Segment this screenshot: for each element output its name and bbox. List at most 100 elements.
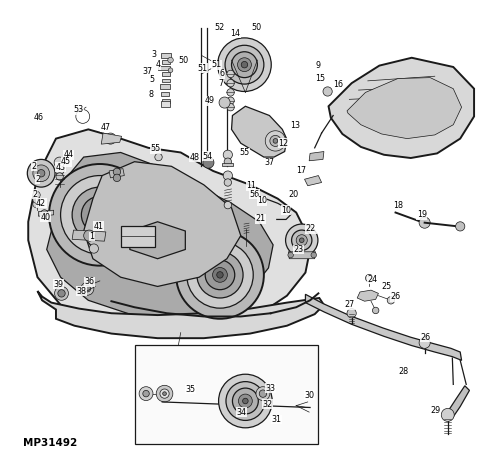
Bar (158, 66, 170, 70)
Circle shape (347, 309, 356, 318)
Text: 7: 7 (219, 79, 224, 88)
Text: 3: 3 (152, 50, 156, 59)
Circle shape (28, 159, 55, 187)
Circle shape (241, 61, 248, 68)
Circle shape (256, 387, 270, 401)
Circle shape (366, 274, 373, 282)
Circle shape (311, 252, 316, 258)
Circle shape (223, 171, 232, 180)
Bar (162, 72, 170, 76)
Circle shape (113, 168, 120, 176)
Circle shape (54, 286, 68, 300)
Circle shape (227, 79, 234, 87)
Circle shape (232, 388, 258, 414)
Bar (162, 60, 170, 64)
Circle shape (58, 290, 65, 297)
Circle shape (238, 394, 252, 408)
Text: 16: 16 (333, 79, 343, 89)
Text: 6: 6 (220, 69, 225, 79)
Polygon shape (309, 152, 324, 161)
Circle shape (105, 133, 116, 144)
Polygon shape (328, 58, 474, 158)
Circle shape (224, 158, 232, 165)
Text: 54: 54 (202, 152, 212, 161)
Circle shape (143, 390, 150, 397)
Text: 9: 9 (316, 61, 321, 70)
Bar (161, 53, 171, 58)
Bar (162, 99, 170, 103)
Text: 32: 32 (262, 400, 272, 409)
Circle shape (292, 230, 312, 250)
Bar (222, 163, 234, 166)
Circle shape (227, 70, 234, 78)
Circle shape (238, 58, 252, 72)
Circle shape (286, 224, 318, 256)
Polygon shape (304, 176, 322, 186)
Bar (160, 84, 170, 89)
Text: 4: 4 (156, 60, 161, 69)
Circle shape (265, 131, 285, 151)
Circle shape (49, 164, 150, 266)
Text: 36: 36 (84, 277, 94, 286)
Text: 46: 46 (34, 113, 43, 122)
Circle shape (387, 297, 394, 304)
Circle shape (176, 231, 264, 319)
Circle shape (227, 97, 234, 104)
Circle shape (259, 390, 266, 397)
Text: 48: 48 (190, 152, 200, 162)
Text: 14: 14 (230, 29, 240, 38)
Circle shape (33, 191, 40, 199)
Circle shape (160, 389, 169, 398)
Text: 42: 42 (36, 199, 46, 208)
Text: 40: 40 (41, 213, 51, 222)
Bar (161, 92, 169, 96)
Circle shape (226, 382, 265, 420)
Circle shape (60, 176, 139, 254)
Circle shape (218, 374, 272, 428)
Text: 17: 17 (296, 166, 306, 176)
Text: 26: 26 (390, 292, 400, 301)
Text: 19: 19 (417, 210, 427, 219)
Text: 10: 10 (257, 196, 267, 206)
Polygon shape (38, 210, 54, 216)
Circle shape (84, 230, 95, 241)
Text: 47: 47 (101, 122, 111, 132)
Polygon shape (84, 162, 241, 286)
Text: 8: 8 (148, 90, 153, 99)
Text: 10: 10 (281, 206, 291, 215)
Polygon shape (306, 294, 462, 360)
Text: 51: 51 (198, 64, 208, 73)
Text: 20: 20 (289, 189, 299, 199)
Text: 21: 21 (255, 214, 265, 224)
Text: 44: 44 (64, 150, 74, 159)
Text: MP31492: MP31492 (22, 438, 77, 448)
Circle shape (81, 282, 94, 295)
Circle shape (162, 392, 166, 395)
Text: 53: 53 (73, 105, 83, 115)
Text: 55: 55 (240, 148, 250, 157)
Polygon shape (28, 129, 310, 337)
Text: 1: 1 (90, 232, 94, 241)
Text: 38: 38 (76, 286, 86, 296)
Text: 23: 23 (294, 245, 304, 254)
Polygon shape (46, 152, 273, 319)
Bar (162, 101, 170, 107)
Text: 22: 22 (306, 224, 316, 233)
Text: 24: 24 (368, 275, 378, 284)
Circle shape (56, 173, 64, 180)
Text: 15: 15 (315, 74, 326, 83)
Circle shape (95, 210, 104, 219)
Circle shape (372, 307, 379, 314)
Text: 28: 28 (398, 367, 408, 377)
Bar (136, 345, 318, 444)
Circle shape (156, 385, 173, 402)
Text: 49: 49 (204, 96, 214, 105)
Text: 45: 45 (61, 157, 71, 166)
Circle shape (270, 135, 281, 146)
Circle shape (288, 252, 294, 258)
Circle shape (113, 174, 120, 182)
Circle shape (227, 103, 234, 111)
Text: 33: 33 (266, 383, 276, 393)
Text: 11: 11 (246, 181, 256, 190)
Circle shape (84, 286, 90, 292)
